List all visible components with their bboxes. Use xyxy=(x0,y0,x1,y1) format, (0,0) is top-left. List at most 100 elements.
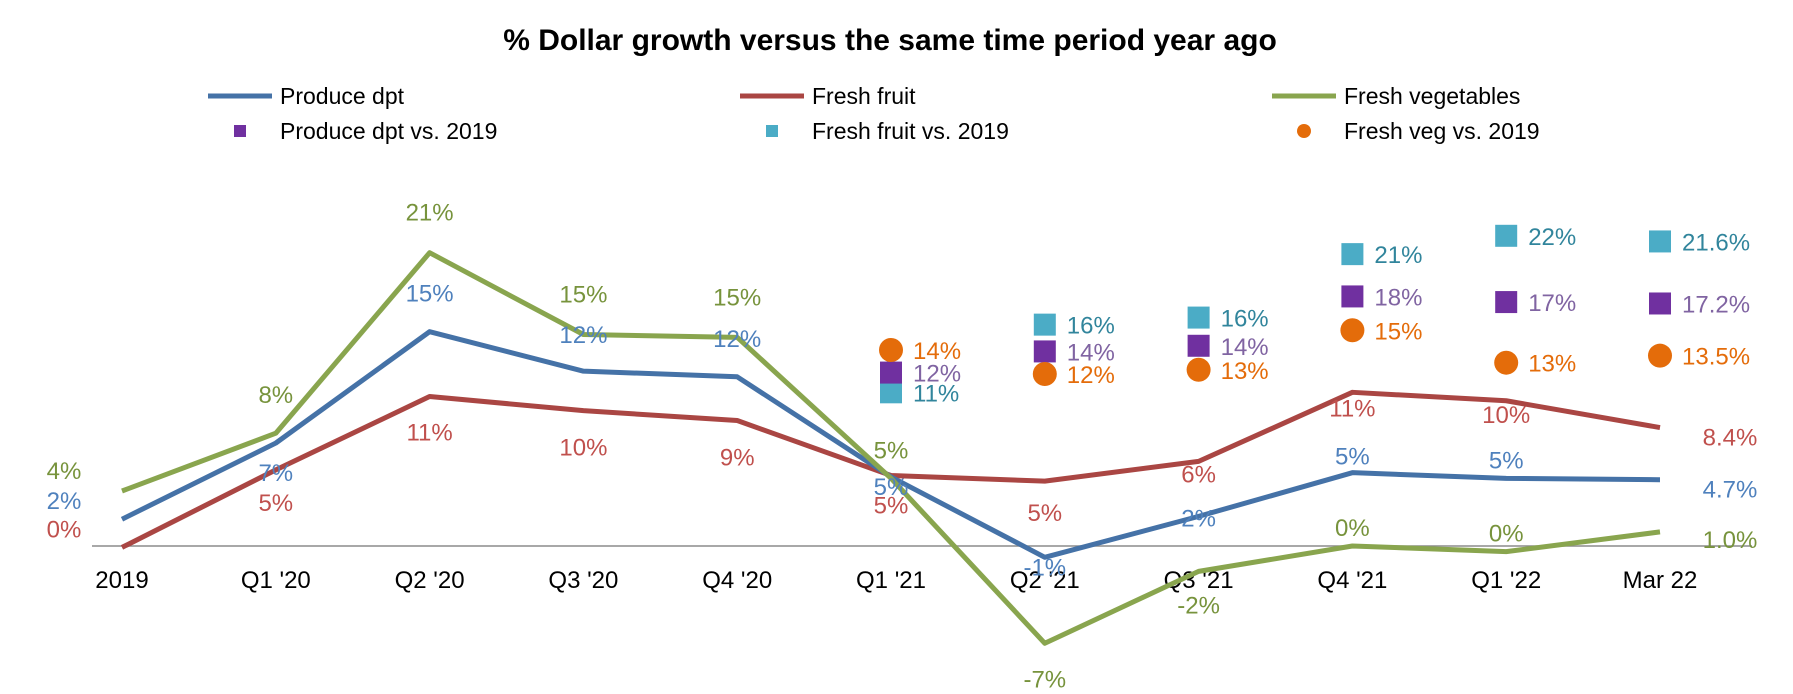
data-label: 4% xyxy=(47,458,82,485)
data-label: 15% xyxy=(559,282,607,309)
data-label: 13% xyxy=(1528,351,1576,378)
marker-fresh-fruit-vs-2019 xyxy=(880,381,902,404)
legend-item-fresh-fruit-vs-2019: Fresh fruit vs. 2019 xyxy=(766,118,1009,144)
data-label: 22% xyxy=(1528,224,1576,251)
marker-produce-dpt-vs-2019 xyxy=(880,361,902,384)
x-tick-label: Q4 '21 xyxy=(1317,567,1387,594)
legend-label-produce-dpt-vs-2019: Produce dpt vs. 2019 xyxy=(280,118,497,144)
data-label: 18% xyxy=(1374,284,1422,311)
marker-fresh-fruit-vs-2019 xyxy=(1187,306,1210,329)
data-label: 5% xyxy=(258,490,293,517)
legend-label-fresh-veg-vs-2019: Fresh veg vs. 2019 xyxy=(1344,118,1540,144)
marker-produce-dpt-vs-2019 xyxy=(1187,334,1210,357)
legend: Produce dpt Fresh fruit Fresh vegetables… xyxy=(208,83,1540,144)
legend-label-fresh-fruit-vs-2019: Fresh fruit vs. 2019 xyxy=(812,118,1009,144)
data-label: 0% xyxy=(47,516,82,543)
data-label: 17.2% xyxy=(1682,291,1750,318)
data-label: 15% xyxy=(1374,318,1422,345)
data-label: -7% xyxy=(1023,666,1066,693)
data-label: 14% xyxy=(1067,339,1115,366)
chart-title: % Dollar growth versus the same time per… xyxy=(503,24,1277,57)
data-label: 17% xyxy=(1528,290,1576,317)
series-line-fresh-vegetables xyxy=(121,250,1661,646)
marker-produce-dpt-vs-2019 xyxy=(1495,291,1518,314)
data-label: 13.5% xyxy=(1682,344,1750,371)
data-label: 2% xyxy=(47,488,82,515)
data-label: -2% xyxy=(1177,592,1220,619)
x-tick-label: Mar 22 xyxy=(1623,567,1698,594)
x-tick-label: Q1 '20 xyxy=(241,567,311,594)
data-label: 5% xyxy=(874,474,909,501)
marker-fresh-fruit-vs-2019 xyxy=(1495,224,1518,247)
x-tick-label: Q2 '20 xyxy=(395,567,465,594)
series-markers xyxy=(879,224,1672,404)
data-label: 13% xyxy=(1221,358,1269,385)
legend-label-fresh-fruit: Fresh fruit xyxy=(812,83,916,109)
data-label: 5% xyxy=(1489,447,1524,474)
data-label: 4.7% xyxy=(1703,477,1758,504)
data-label: 14% xyxy=(913,338,961,365)
data-labels: 2%7%15%12% 12%5%-1%2%5% 5%4.7%0%5%11%10% 9%… xyxy=(47,200,1758,694)
data-label: 12% xyxy=(559,322,607,349)
data-label: 10% xyxy=(1482,402,1530,429)
data-label: 5% xyxy=(1335,444,1370,471)
data-label: -1% xyxy=(1023,554,1066,581)
data-label: 15% xyxy=(713,284,761,311)
legend-swatch-fresh-fruit-vs-2019 xyxy=(766,125,778,137)
data-label: 7% xyxy=(258,460,293,487)
data-label: 12% xyxy=(713,326,761,353)
marker-produce-dpt-vs-2019 xyxy=(1033,340,1056,363)
legend-label-produce-dpt: Produce dpt xyxy=(280,83,405,109)
marker-fresh-fruit-vs-2019 xyxy=(1649,230,1671,253)
x-tick-label: Q2 '21 xyxy=(1010,567,1080,594)
legend-item-fresh-fruit: Fresh fruit xyxy=(740,83,916,109)
data-label: 2% xyxy=(1181,505,1216,532)
data-label: 5% xyxy=(874,437,909,464)
x-axis-tick-labels: 2019 Q1 '20 Q2 '20 Q3 '20 Q4 '20 Q1 '21 Q2 '21… xyxy=(95,567,1697,594)
data-label: 15% xyxy=(406,281,454,308)
marker-fresh-veg-vs-2019 xyxy=(1186,357,1211,382)
x-tick-label: Q3 '20 xyxy=(548,567,618,594)
legend-item-produce-dpt-vs-2019: Produce dpt vs. 2019 xyxy=(234,118,497,144)
data-label: 11% xyxy=(1329,395,1375,422)
marker-fresh-veg-vs-2019 xyxy=(1340,318,1365,343)
data-label: 8.4% xyxy=(1703,425,1758,452)
series-line-fresh-fruit xyxy=(120,389,1661,550)
data-label: 9% xyxy=(720,445,755,472)
x-tick-label: Q4 '20 xyxy=(702,567,772,594)
data-label: 16% xyxy=(1221,306,1269,333)
marker-produce-dpt-vs-2019 xyxy=(1649,292,1671,315)
data-label: 14% xyxy=(1221,334,1269,361)
marker-produce-dpt-vs-2019 xyxy=(1341,285,1364,308)
data-label: 0% xyxy=(1489,521,1524,548)
data-label: 1.0% xyxy=(1703,527,1758,554)
legend-item-produce-dpt: Produce dpt xyxy=(208,83,405,109)
data-label: 0% xyxy=(1335,515,1370,542)
marker-fresh-veg-vs-2019 xyxy=(879,338,903,363)
data-label: 8% xyxy=(258,382,293,409)
data-label: 12% xyxy=(1067,362,1115,389)
marker-fresh-veg-vs-2019 xyxy=(1032,361,1057,386)
marker-fresh-veg-vs-2019 xyxy=(1648,343,1672,368)
x-tick-label: 2019 xyxy=(95,567,148,594)
data-label: 5% xyxy=(1027,500,1062,527)
legend-label-fresh-vegetables: Fresh vegetables xyxy=(1344,83,1520,109)
legend-item-fresh-veg-vs-2019: Fresh veg vs. 2019 xyxy=(1297,118,1540,144)
data-label: 11% xyxy=(406,420,452,447)
marker-fresh-fruit-vs-2019 xyxy=(1033,313,1056,336)
data-label: 10% xyxy=(559,435,607,462)
legend-swatch-fresh-veg-vs-2019 xyxy=(1297,124,1311,138)
data-label: 11% xyxy=(913,380,959,407)
series-lines xyxy=(120,250,1661,646)
legend-swatch-produce-dpt-vs-2019 xyxy=(234,125,246,137)
marker-fresh-veg-vs-2019 xyxy=(1494,350,1519,375)
legend-item-fresh-vegetables: Fresh vegetables xyxy=(1272,83,1520,109)
x-tick-label: Q1 '21 xyxy=(856,567,926,594)
data-label: 21% xyxy=(406,200,454,227)
data-label: 5% xyxy=(874,493,909,520)
data-label: 12% xyxy=(913,361,961,388)
data-label: 16% xyxy=(1067,313,1115,340)
data-label: 21.6% xyxy=(1682,229,1750,256)
marker-fresh-fruit-vs-2019 xyxy=(1341,243,1364,266)
